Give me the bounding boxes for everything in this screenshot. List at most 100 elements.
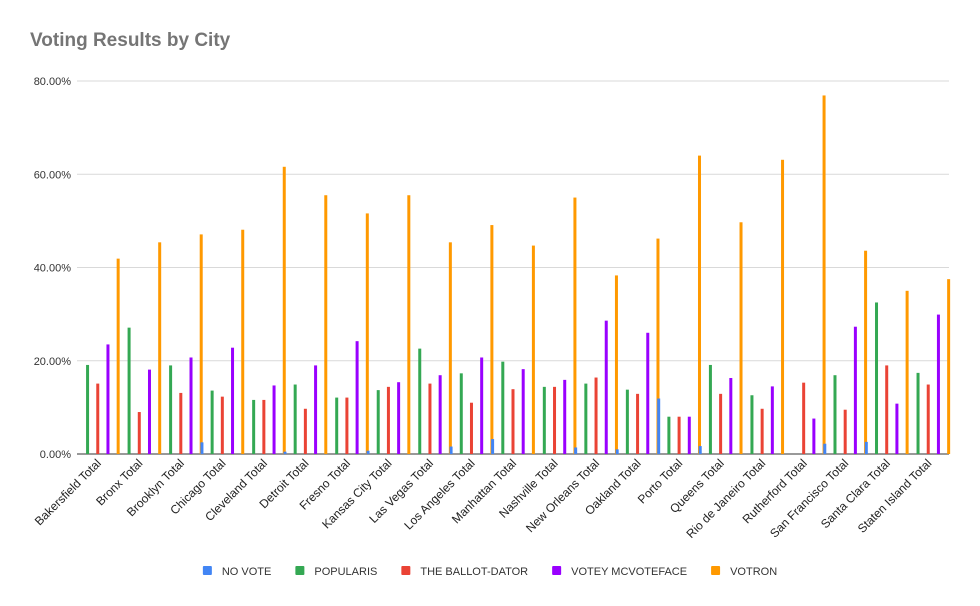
bar [169, 365, 173, 454]
bar [636, 393, 640, 454]
bar [428, 383, 432, 454]
y-tick-label: 0.00% [40, 449, 71, 461]
bar [438, 375, 442, 454]
bar [656, 238, 660, 454]
bar [116, 258, 120, 454]
legend-label: VOTEY MCVOTEFACE [571, 566, 687, 578]
bar [189, 357, 193, 454]
bar [895, 403, 899, 454]
bar [687, 416, 691, 454]
bar [272, 385, 276, 454]
bar [96, 383, 100, 454]
bar [335, 397, 339, 454]
bar [936, 314, 940, 454]
bar [293, 384, 297, 454]
bar [314, 365, 318, 454]
bar [137, 412, 141, 454]
bar [282, 166, 286, 455]
chart-title: Voting Results by City [30, 30, 231, 51]
bar [511, 389, 515, 454]
bar [283, 451, 287, 454]
bar [574, 447, 578, 454]
bar [324, 195, 328, 454]
bar [106, 344, 110, 454]
bar [147, 369, 151, 454]
bar [926, 384, 930, 454]
bar [770, 386, 774, 454]
bar [345, 397, 349, 454]
bar [708, 364, 712, 454]
bar [542, 386, 546, 454]
bar [864, 250, 868, 454]
bar [657, 398, 661, 454]
bar [355, 341, 359, 454]
bar [553, 386, 557, 454]
bar [179, 392, 183, 454]
bar [604, 320, 608, 454]
bar [916, 372, 920, 454]
bar [812, 418, 816, 454]
y-tick-label: 20.00% [34, 356, 72, 368]
y-tick-label: 40.00% [34, 263, 72, 275]
bar [947, 279, 951, 454]
bar [407, 195, 411, 454]
bar [501, 361, 505, 454]
legend-label: THE BALLOT-DATOR [420, 566, 528, 578]
bar [200, 442, 204, 454]
x-tick-label: Los Angeles Total [401, 456, 477, 532]
bar [303, 408, 307, 454]
bar [781, 159, 785, 454]
bar [231, 347, 235, 454]
bar [418, 348, 422, 454]
bar [210, 390, 214, 454]
bar [449, 446, 453, 454]
bar [719, 393, 723, 454]
legend-label: VOTRON [730, 566, 777, 578]
x-tick-label: Rio de Janeiro Total [684, 456, 769, 541]
bar [677, 416, 681, 454]
x-tick-label: Staten Island Total [855, 456, 935, 536]
bar [480, 357, 484, 454]
bar [885, 365, 889, 454]
legend-swatch [552, 566, 562, 575]
bar [531, 245, 535, 454]
y-tick-label: 60.00% [34, 169, 72, 181]
bar [614, 275, 618, 454]
bar [625, 389, 629, 454]
bar [594, 377, 598, 454]
y-tick-label: 80.00% [34, 76, 72, 88]
bar [448, 242, 452, 454]
bar [864, 441, 868, 454]
bar [697, 155, 701, 454]
legend-swatch [711, 566, 721, 575]
bar [521, 369, 525, 454]
bar [127, 327, 131, 454]
bar [241, 229, 245, 454]
legend-swatch [401, 566, 411, 575]
bar [833, 375, 837, 454]
bar [739, 222, 743, 454]
bar [491, 439, 495, 454]
legend-swatch [202, 566, 212, 575]
bar [905, 290, 909, 454]
bar [563, 379, 567, 454]
bar [490, 225, 494, 454]
bar [646, 332, 650, 454]
bar [365, 213, 369, 454]
bar [158, 242, 162, 454]
x-tick-label: Bakersfield Total [32, 456, 104, 528]
legend-swatch [295, 566, 305, 575]
bar [376, 390, 380, 454]
bar [469, 402, 473, 454]
bar [459, 373, 463, 454]
bar [220, 396, 224, 454]
bar [86, 364, 90, 454]
bar [729, 378, 733, 454]
x-tick-label: New Orleans Total [523, 456, 602, 535]
bar [199, 234, 203, 454]
bar [822, 95, 826, 455]
bar [760, 408, 764, 454]
bar [875, 302, 879, 454]
